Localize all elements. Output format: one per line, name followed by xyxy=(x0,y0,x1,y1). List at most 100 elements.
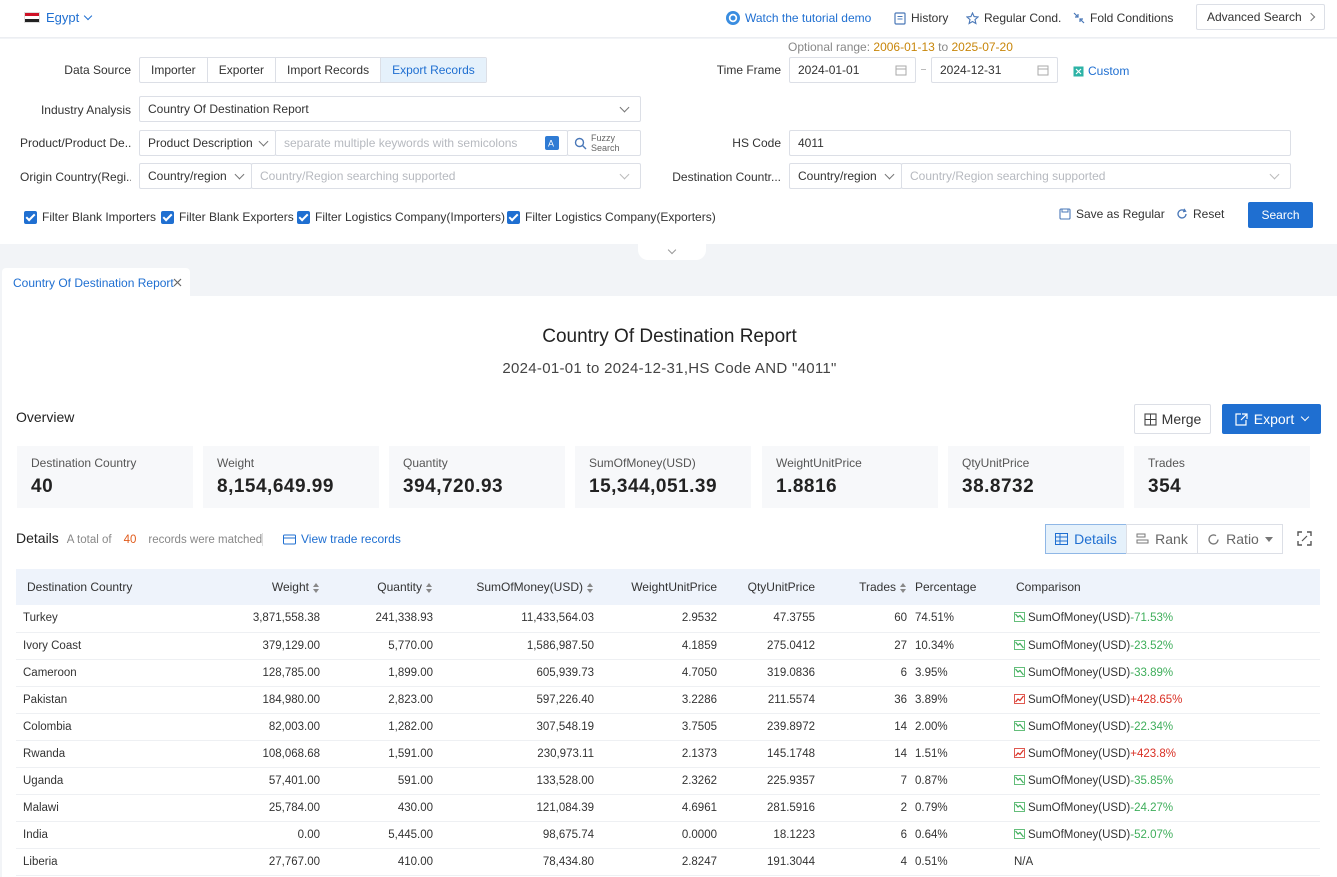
country-selector[interactable]: Egypt xyxy=(24,10,93,25)
cell-comparison: SumOfMoney(USD)-33.89% xyxy=(1008,659,1320,687)
filter-blank-exporters-checkbox[interactable]: Filter Blank Exporters xyxy=(161,210,294,224)
table-row[interactable]: Colombia 82,003.00 1,282.00 307,548.19 3.750… xyxy=(16,713,1320,741)
date-to-input[interactable]: 2024-12-31 xyxy=(931,57,1058,83)
sort-icon[interactable] xyxy=(587,582,594,593)
details-header: Details A total of 40 records were match… xyxy=(16,530,262,546)
cell-weight-unit-price: 4.1859 xyxy=(594,632,717,660)
cell-weight-unit-price: 2.1373 xyxy=(594,740,717,768)
header-trades[interactable]: Trades xyxy=(815,569,907,605)
sort-icon[interactable] xyxy=(426,582,433,593)
filter-logistics-importers-checkbox[interactable]: Filter Logistics Company(Importers) xyxy=(297,210,505,224)
origin-type-select[interactable]: Country/region xyxy=(139,163,252,189)
origin-country-input[interactable]: Country/Region searching supported xyxy=(251,163,641,189)
save-as-regular-button[interactable]: Save as Regular xyxy=(1059,207,1165,221)
chevron-down-icon xyxy=(1300,412,1310,422)
comparison-label: N/A xyxy=(1014,855,1034,868)
chevron-down-icon xyxy=(619,169,630,179)
industry-analysis-select[interactable]: Country Of Destination Report xyxy=(139,96,641,122)
comparison-value: -35.85% xyxy=(1130,774,1174,787)
view-ratio-button[interactable]: Ratio xyxy=(1197,524,1283,554)
hs-code-label: HS Code xyxy=(732,136,781,150)
cell-country: Pakistan xyxy=(16,686,201,714)
top-bar: Egypt Watch the tutorial demo History Re… xyxy=(0,0,1337,38)
cell-country: Malawi xyxy=(16,794,201,822)
product-keywords-input[interactable]: separate multiple keywords with semicolo… xyxy=(275,130,568,156)
table-row[interactable]: Turkey 3,871,558.38 241,338.93 11,433,564.0… xyxy=(16,605,1320,633)
header-quantity[interactable]: Quantity xyxy=(320,569,433,605)
advanced-search-button[interactable]: Advanced Search xyxy=(1196,4,1325,30)
overview-card-value: 1.8816 xyxy=(776,476,838,497)
data-source-importer[interactable]: Importer xyxy=(140,58,208,82)
custom-range-button[interactable]: Custom xyxy=(1073,64,1129,78)
filter-logistics-exporters-checkbox[interactable]: Filter Logistics Company(Exporters) xyxy=(507,210,716,224)
header-label: Percentage xyxy=(915,580,977,594)
trend-down-icon xyxy=(1014,612,1025,623)
report-tab[interactable]: Country Of Destination Report xyxy=(2,268,190,296)
merge-label: Merge xyxy=(1161,411,1202,427)
table-row[interactable]: Cameroon 128,785.00 1,899.00 605,939.73 4.70… xyxy=(16,659,1320,687)
total-count: 40 xyxy=(123,534,137,546)
overview-card-value: 8,154,649.99 xyxy=(217,476,334,497)
table-row[interactable]: India 0.00 5,445.00 98,675.74 0.0000 18.1223 6… xyxy=(16,821,1320,849)
view-rank-button[interactable]: Rank xyxy=(1126,524,1198,554)
view-details-button[interactable]: Details xyxy=(1045,524,1127,554)
table-row[interactable]: Ivory Coast 379,129.00 5,770.00 1,586,987.5… xyxy=(16,632,1320,660)
destination-country-input[interactable]: Country/Region searching supported xyxy=(901,163,1291,189)
fold-conditions-button[interactable]: Fold Conditions xyxy=(1073,11,1173,25)
checkbox-checked-icon xyxy=(507,210,520,224)
header-weight[interactable]: Weight xyxy=(201,569,320,605)
cell-money: 230,973.11 xyxy=(433,740,594,768)
export-button[interactable]: Export xyxy=(1222,404,1321,434)
cell-qty-unit-price: 225.9357 xyxy=(717,767,815,795)
sort-icon[interactable] xyxy=(900,582,907,593)
table-row[interactable]: Uganda 57,401.00 591.00 133,528.00 2.3262 225… xyxy=(16,767,1320,795)
collapse-filters-toggle[interactable] xyxy=(638,244,706,260)
checkbox-checked-icon xyxy=(161,210,174,224)
cell-money: 605,939.73 xyxy=(433,659,594,687)
trend-down-icon xyxy=(1014,666,1025,677)
search-button[interactable]: Search xyxy=(1248,202,1313,228)
destination-type-select[interactable]: Country/region xyxy=(789,163,902,189)
cell-money: 11,433,564.03 xyxy=(433,605,594,633)
data-source-export-records[interactable]: Export Records xyxy=(381,58,486,82)
table-row[interactable]: Malawi 25,784.00 430.00 121,084.39 4.6961 281… xyxy=(16,794,1320,822)
overview-card-qty-unit-price: QtyUnitPrice 38.8732 xyxy=(948,446,1124,508)
overview-card-weight: Weight 8,154,649.99 xyxy=(203,446,379,508)
hs-code-input[interactable]: 4011 xyxy=(789,130,1291,156)
origin-type-value: Country/region xyxy=(148,169,227,183)
regular-conditions-button[interactable]: Regular Cond. xyxy=(966,11,1061,25)
cell-trades: 14 xyxy=(815,713,907,741)
data-source-exporter[interactable]: Exporter xyxy=(208,58,277,82)
product-type-select[interactable]: Product Description xyxy=(139,130,276,156)
reset-button[interactable]: Reset xyxy=(1176,207,1224,221)
chevron-right-icon xyxy=(1306,12,1315,22)
header-comparison: Comparison xyxy=(1008,569,1320,605)
cell-weight: 108,068.68 xyxy=(201,740,320,768)
table-icon xyxy=(1055,533,1069,545)
translate-icon[interactable]: A xyxy=(545,136,559,150)
header-sum-of-money[interactable]: SumOfMoney(USD) xyxy=(433,569,594,605)
table-row[interactable]: Liberia 27,767.00 410.00 78,434.80 2.8247 191… xyxy=(16,848,1320,876)
table-row[interactable]: Rwanda 108,068.68 1,591.00 230,973.11 2.1373… xyxy=(16,740,1320,768)
close-icon[interactable] xyxy=(173,278,182,287)
overview-card-label: QtyUnitPrice xyxy=(962,456,1030,470)
divider xyxy=(262,533,263,546)
merge-button[interactable]: Merge xyxy=(1134,404,1211,434)
date-from-input[interactable]: 2024-01-01 xyxy=(789,57,916,83)
table-row[interactable]: Pakistan 184,980.00 2,823.00 597,226.40 3.22… xyxy=(16,686,1320,714)
fuzzy-search-button[interactable]: Fuzzy Search xyxy=(567,130,641,156)
cell-percentage: 10.34% xyxy=(907,632,1008,660)
view-trade-records-link[interactable]: View trade records xyxy=(283,532,401,546)
cell-country: Ivory Coast xyxy=(16,632,201,660)
cell-country: Uganda xyxy=(16,767,201,795)
svg-text:A: A xyxy=(548,139,554,149)
data-source-import-records[interactable]: Import Records xyxy=(276,58,382,82)
merge-icon xyxy=(1144,412,1157,426)
history-button[interactable]: History xyxy=(894,11,948,25)
fullscreen-icon[interactable] xyxy=(1297,531,1312,546)
tutorial-link[interactable]: Watch the tutorial demo xyxy=(726,11,871,25)
chevron-down-icon xyxy=(619,102,630,112)
sort-icon[interactable] xyxy=(313,582,320,593)
filter-blank-importers-checkbox[interactable]: Filter Blank Importers xyxy=(24,210,156,224)
chevron-down-icon xyxy=(234,169,245,179)
